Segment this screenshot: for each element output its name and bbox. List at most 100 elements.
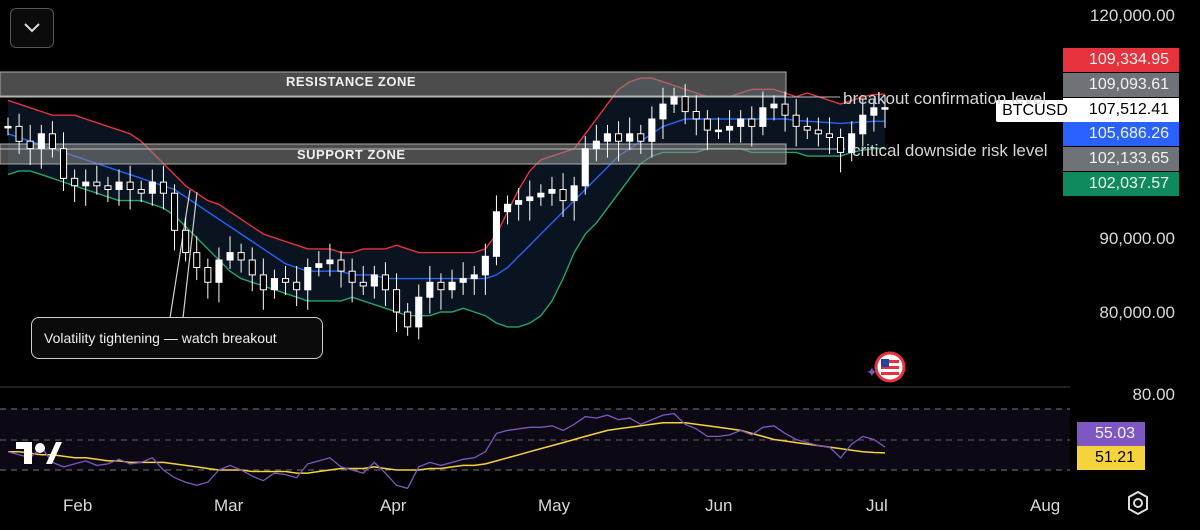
candle-body: [259, 274, 267, 291]
price-tick-120000: 120,000.00: [1089, 6, 1175, 25]
candle-body: [193, 252, 201, 269]
candle-body: [770, 103, 778, 109]
month-label-apr: Apr: [380, 496, 407, 515]
candle-body: [137, 189, 145, 194]
us-flag-icon[interactable]: ✦: [864, 350, 910, 389]
candle-body: [326, 259, 334, 265]
price-tick-80000: 80,000.00: [1099, 303, 1175, 322]
candle-body: [803, 125, 811, 131]
candle-body: [881, 107, 889, 110]
candle-body: [837, 137, 845, 153]
candle-body: [681, 96, 689, 113]
candle-body: [515, 200, 523, 205]
candles: [4, 84, 889, 340]
candle-body: [592, 140, 600, 150]
candle-body: [71, 177, 79, 187]
candle-body: [15, 125, 23, 142]
downside-level-label: critical downside risk level: [852, 141, 1048, 160]
candle-body: [559, 189, 567, 202]
candle-body: [759, 107, 767, 127]
candle-body: [182, 229, 190, 254]
candle-body: [481, 255, 489, 276]
candle-body: [415, 296, 423, 328]
candle-body: [4, 125, 12, 129]
candle-body: [637, 133, 645, 142]
candle-body: [226, 252, 234, 261]
candle-body: [104, 185, 112, 191]
upper-band-price-badge: 109,334.95: [1063, 48, 1179, 72]
resistance-zone-label: RESISTANCE ZONE: [286, 74, 417, 89]
chevron-down-icon: [24, 23, 40, 33]
candle-body: [37, 133, 45, 150]
support-zone-label: SUPPORT ZONE: [297, 147, 406, 162]
candle-body: [159, 181, 167, 194]
tradingview-logo[interactable]: [16, 440, 62, 471]
candle-body: [381, 274, 389, 291]
collapse-button[interactable]: [10, 8, 54, 48]
month-label-jun: Jun: [705, 496, 733, 515]
month-label-may: May: [538, 496, 571, 515]
candle-body: [204, 267, 212, 283]
candle-body: [703, 118, 711, 131]
month-label-mar: Mar: [214, 496, 244, 515]
callout-pointer-2: [182, 191, 198, 319]
candle-body: [293, 281, 301, 291]
price-tick-90000: 90,000.00: [1099, 229, 1175, 248]
svg-text:✦: ✦: [866, 365, 878, 381]
candle-body: [714, 129, 723, 133]
candle-body: [304, 267, 312, 291]
candle-body: [492, 211, 500, 257]
candle-body: [393, 289, 401, 313]
candle-body: [737, 118, 745, 127]
candle-body: [781, 103, 789, 116]
resistance-zone: [0, 71, 787, 97]
candle-body: [171, 192, 179, 231]
support-price-badge: 102,133.65: [1063, 147, 1179, 171]
candle-body: [726, 125, 734, 131]
last-price-badge: 107,512.41: [1063, 98, 1179, 122]
candle-body: [248, 259, 256, 276]
candle-body: [404, 311, 412, 328]
candle-body: [626, 133, 634, 142]
candle-body: [48, 133, 57, 150]
candle-body: [692, 111, 700, 120]
volatility-callout: Volatility tightening — watch breakout: [31, 317, 323, 359]
candle-body: [570, 185, 578, 202]
zones: [0, 71, 845, 319]
candle-body: [848, 133, 856, 153]
candle-body: [526, 196, 534, 202]
rsi-tick-80: 80.00: [1132, 385, 1175, 404]
candle-body: [615, 133, 623, 142]
candle-body: [814, 129, 822, 135]
band-fill: [8, 78, 885, 327]
candle-body: [148, 181, 156, 194]
candle-body: [859, 114, 867, 135]
candle-body: [215, 259, 223, 283]
candle-body: [126, 181, 134, 191]
month-label-jul: Jul: [866, 496, 888, 515]
breakout-level-label: breakout confirmation level: [843, 89, 1047, 108]
candle-body: [26, 140, 34, 150]
candle-body: [748, 118, 756, 127]
candle-body: [115, 181, 123, 191]
candle-body: [237, 252, 245, 261]
month-label-aug: Aug: [1030, 496, 1061, 515]
candle-body: [670, 96, 678, 105]
candle-body: [603, 133, 612, 142]
candle-body: [315, 263, 323, 268]
rsi-line: [7, 412, 886, 490]
candle-body: [426, 281, 434, 298]
candle-body: [459, 278, 467, 283]
lower-band-price-badge: 102,037.57: [1063, 172, 1179, 196]
settings-icon[interactable]: [1125, 490, 1151, 521]
candle-body: [93, 181, 101, 187]
callout-pointer: [169, 189, 191, 319]
rsi-ma-value-badge: 51.21: [1077, 446, 1145, 470]
candle-body: [648, 118, 656, 142]
candle-body: [60, 148, 68, 179]
rsi-ma-line: [8, 421, 886, 474]
resistance-price-badge: 109,093.61: [1063, 73, 1179, 97]
candle-body: [548, 189, 556, 194]
candle-body: [359, 281, 367, 287]
